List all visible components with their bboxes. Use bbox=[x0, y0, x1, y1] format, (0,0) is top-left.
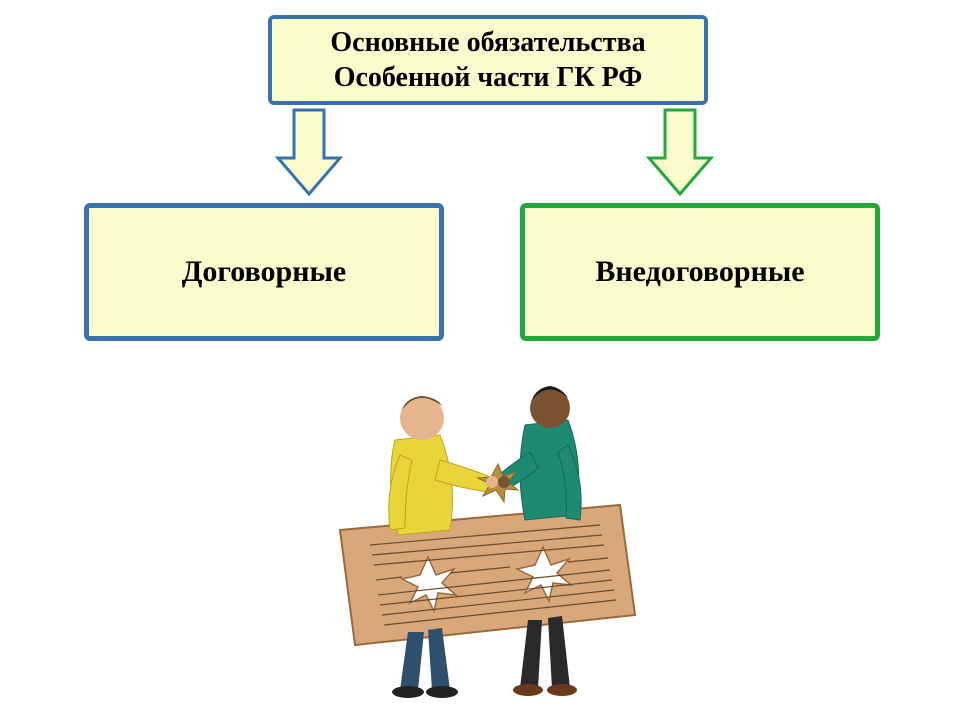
header-box: Основные обязательства Особенной части Г… bbox=[268, 15, 708, 105]
arrow-left bbox=[274, 108, 344, 196]
arrow-down-icon bbox=[645, 108, 715, 196]
header-title: Основные обязательства Особенной части Г… bbox=[330, 25, 645, 95]
arrow-right bbox=[645, 108, 715, 196]
handshake-contract-icon bbox=[300, 370, 660, 700]
handshake-illustration bbox=[300, 370, 660, 700]
right-category-label: Внедоговорные bbox=[595, 255, 804, 289]
left-category-label: Договорные bbox=[182, 255, 346, 289]
header-line2: Особенной части ГК РФ bbox=[334, 62, 643, 93]
left-category-box: Договорные bbox=[84, 203, 444, 341]
right-category-box: Внедоговорные bbox=[520, 203, 880, 341]
header-line1: Основные обязательства bbox=[330, 27, 645, 58]
arrow-down-icon bbox=[274, 108, 344, 196]
